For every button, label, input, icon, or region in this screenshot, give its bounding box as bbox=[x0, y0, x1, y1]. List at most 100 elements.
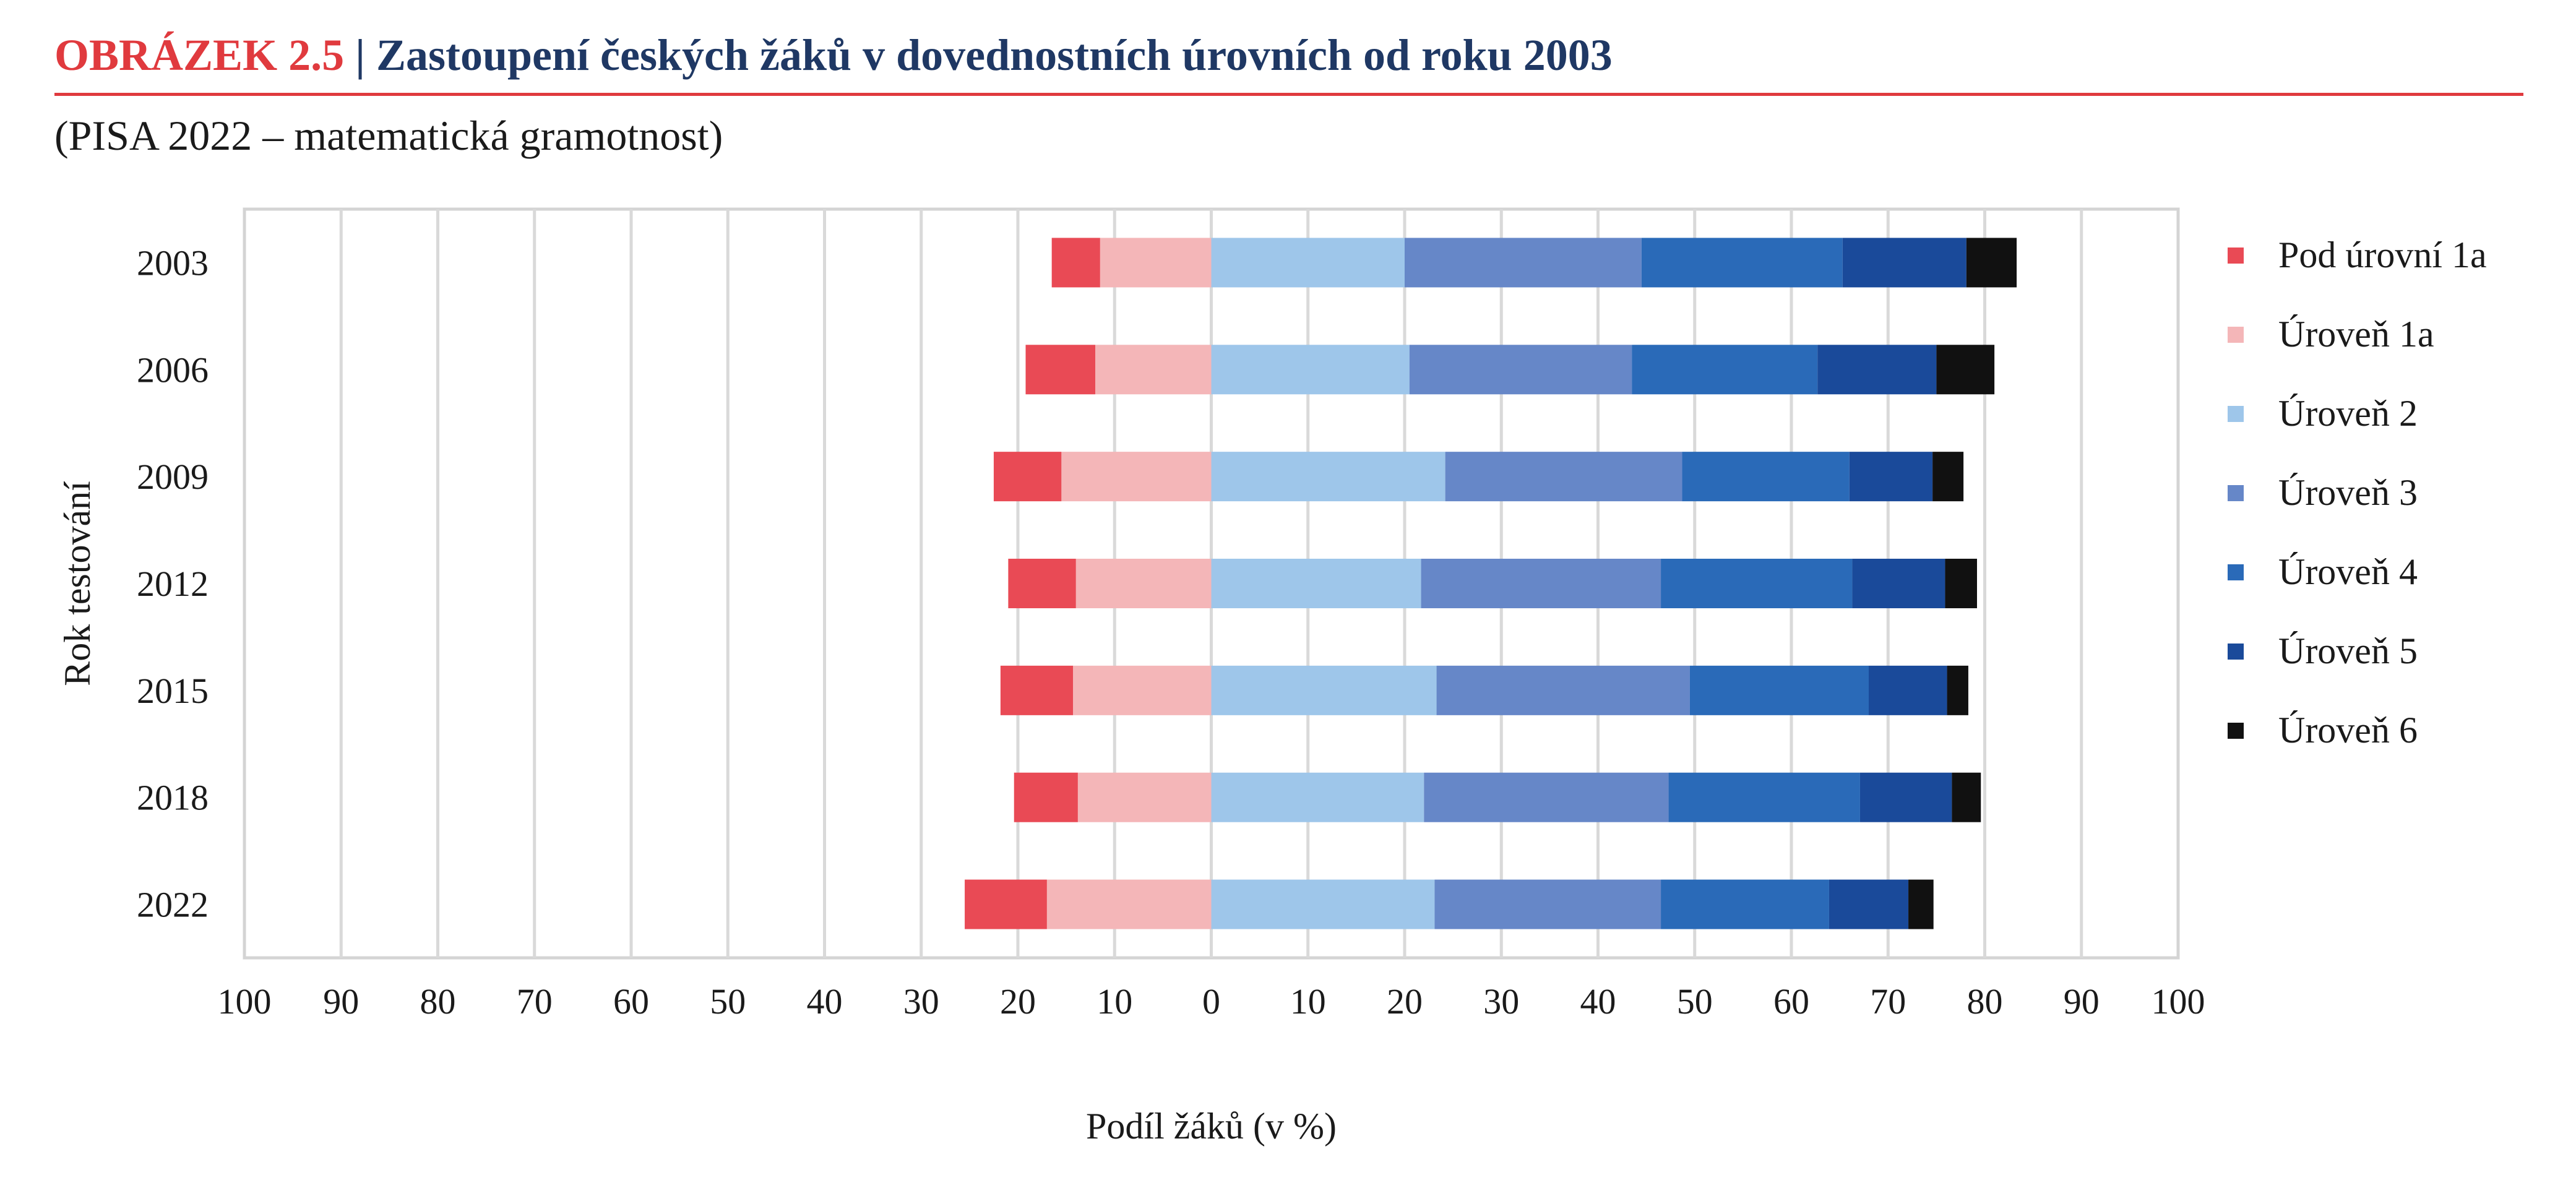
bar-segment bbox=[1100, 238, 1212, 288]
bar-segment bbox=[1434, 879, 1661, 929]
bar-segment bbox=[1424, 772, 1669, 822]
x-tick-label: 60 bbox=[613, 981, 649, 1022]
figure-subtitle: (PISA 2022 – matematická gramotnost) bbox=[54, 112, 723, 159]
bar-segment bbox=[1211, 345, 1410, 395]
x-tick-label: 30 bbox=[1483, 981, 1519, 1022]
x-tick-label: 20 bbox=[1000, 981, 1036, 1022]
figure-label: OBRÁZEK 2.5 bbox=[54, 30, 345, 80]
bar-segment bbox=[1008, 559, 1076, 608]
x-tick-label: 100 bbox=[218, 981, 272, 1022]
bar-segment bbox=[1641, 238, 1843, 288]
x-tick-label: 80 bbox=[420, 981, 456, 1022]
title-rule bbox=[54, 93, 2523, 96]
x-tick-label: 50 bbox=[710, 981, 746, 1022]
figure-title: OBRÁZEK 2.5 | Zastoupení českých žáků v … bbox=[54, 30, 1613, 81]
bar-segment bbox=[1436, 665, 1690, 715]
x-tick-label: 20 bbox=[1387, 981, 1423, 1022]
legend-swatch bbox=[2228, 406, 2244, 422]
bar-segment bbox=[1908, 879, 1934, 929]
bar-segment bbox=[1014, 772, 1078, 822]
x-tick-label: 80 bbox=[1967, 981, 2003, 1022]
legend-label: Úroveň 4 bbox=[2278, 551, 2418, 592]
y-tick-label: 2012 bbox=[137, 564, 209, 604]
bar-segment bbox=[1211, 772, 1424, 822]
bar-segment bbox=[1077, 772, 1212, 822]
x-axis-title: Podíl žáků (v %) bbox=[1086, 1106, 1337, 1147]
y-tick-label: 2009 bbox=[137, 457, 209, 497]
bar-segment bbox=[1075, 559, 1212, 608]
legend-label: Úroveň 2 bbox=[2278, 393, 2418, 434]
bar-segment bbox=[1842, 238, 1966, 288]
x-tick-label: 60 bbox=[1773, 981, 1809, 1022]
bar-segment bbox=[1869, 665, 1947, 715]
bar-segment bbox=[1952, 772, 1981, 822]
bar-segment bbox=[993, 452, 1062, 502]
bar-segment bbox=[965, 879, 1047, 929]
bar-segment bbox=[1852, 559, 1945, 608]
bar-segment bbox=[1668, 772, 1860, 822]
bar-segment bbox=[1966, 238, 2017, 288]
y-axis-title: Rok testování bbox=[57, 481, 98, 686]
legend-swatch bbox=[2228, 485, 2244, 501]
bar-segment bbox=[1211, 665, 1437, 715]
bar-segment bbox=[1061, 452, 1212, 502]
legend-label: Úroveň 5 bbox=[2278, 631, 2418, 671]
bar-segment bbox=[1817, 345, 1937, 395]
x-tick-label: 30 bbox=[903, 981, 939, 1022]
x-tick-label: 40 bbox=[1580, 981, 1616, 1022]
x-tick-label: 70 bbox=[1870, 981, 1906, 1022]
bar-segment bbox=[1689, 665, 1869, 715]
x-tick-label: 70 bbox=[517, 981, 553, 1022]
x-tick-label: 10 bbox=[1096, 981, 1132, 1022]
bar-segment bbox=[1095, 345, 1212, 395]
y-tick-label: 2015 bbox=[137, 671, 209, 711]
legend-swatch bbox=[2228, 723, 2244, 739]
legend-swatch bbox=[2228, 644, 2244, 660]
bar-segment bbox=[1073, 665, 1212, 715]
bar-segment bbox=[1211, 559, 1421, 608]
bar-segment bbox=[1661, 879, 1829, 929]
bar-segment bbox=[1859, 772, 1952, 822]
legend-swatch bbox=[2228, 564, 2244, 580]
legend-label: Úroveň 1a bbox=[2278, 314, 2434, 355]
bar-segment bbox=[1849, 452, 1933, 502]
legend-swatch bbox=[2228, 248, 2244, 264]
y-tick-label: 2006 bbox=[137, 350, 209, 390]
y-tick-label: 2022 bbox=[137, 885, 209, 925]
x-tick-label: 90 bbox=[323, 981, 359, 1022]
bar-segment bbox=[1445, 452, 1682, 502]
legend-swatch bbox=[2228, 327, 2244, 343]
bar-segment bbox=[1046, 879, 1212, 929]
bar-segment bbox=[1409, 345, 1632, 395]
bar-segment bbox=[1632, 345, 1818, 395]
bar-segment bbox=[1211, 238, 1405, 288]
title-separator: | bbox=[355, 30, 365, 80]
bar-segment bbox=[1051, 238, 1100, 288]
x-tick-label: 50 bbox=[1677, 981, 1713, 1022]
x-tick-label: 90 bbox=[2064, 981, 2100, 1022]
bar-segment bbox=[1932, 452, 1964, 502]
x-tick-label: 10 bbox=[1290, 981, 1326, 1022]
bar-segment bbox=[1211, 452, 1445, 502]
legend-label: Pod úrovní 1a bbox=[2278, 235, 2487, 275]
figure-title-text: Zastoupení českých žáků v dovednostních … bbox=[376, 30, 1613, 80]
bar-segment bbox=[1945, 559, 1977, 608]
bar-segment bbox=[1211, 879, 1435, 929]
bar-segment bbox=[1661, 559, 1853, 608]
bar-segment bbox=[1025, 345, 1095, 395]
bar-segment bbox=[1000, 665, 1074, 715]
bar-segment bbox=[1947, 665, 1968, 715]
x-tick-label: 100 bbox=[2152, 981, 2205, 1022]
legend-label: Úroveň 6 bbox=[2278, 710, 2418, 751]
bar-segment bbox=[1405, 238, 1642, 288]
y-tick-label: 2018 bbox=[137, 778, 209, 818]
bar-segment bbox=[1682, 452, 1850, 502]
bar-segment bbox=[1936, 345, 1995, 395]
bar-segment bbox=[1829, 879, 1909, 929]
y-tick-label: 2003 bbox=[137, 243, 209, 283]
x-tick-label: 40 bbox=[807, 981, 843, 1022]
legend-label: Úroveň 3 bbox=[2278, 472, 2418, 513]
x-tick-label: 0 bbox=[1202, 981, 1220, 1022]
bar-segment bbox=[1421, 559, 1661, 608]
